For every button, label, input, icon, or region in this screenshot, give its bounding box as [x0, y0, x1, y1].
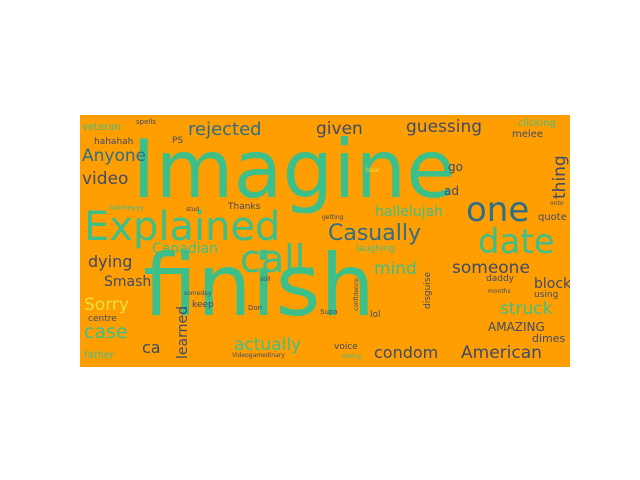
- word: ca: [142, 338, 161, 357]
- word: actually: [234, 335, 302, 355]
- word: hahheyyy: [110, 204, 145, 212]
- word: call.: [240, 237, 318, 281]
- word: veteran: [82, 122, 121, 133]
- word: onto: [550, 200, 564, 207]
- word: date: [478, 222, 555, 262]
- word: melee: [512, 129, 543, 140]
- word: lol: [370, 310, 381, 320]
- word: Explained: [84, 204, 281, 250]
- word-cloud: Imagine finish Explained call. one date …: [80, 115, 570, 367]
- word: Imagine: [132, 123, 456, 216]
- word: voice: [334, 342, 358, 352]
- word: rejected: [188, 119, 262, 140]
- word: Smash: [104, 274, 152, 290]
- word: Don: [248, 304, 263, 312]
- word: dating: [342, 353, 362, 360]
- word: mind: [374, 259, 417, 279]
- word: go: [448, 160, 463, 174]
- word: given: [316, 119, 363, 139]
- word: Anyone: [82, 146, 147, 166]
- word: months: [488, 288, 511, 295]
- word: PS: [172, 136, 184, 146]
- word: someday: [184, 290, 212, 297]
- word: Videogamedinary: [232, 352, 285, 359]
- word: ad: [444, 184, 459, 198]
- word: keep: [192, 300, 214, 310]
- word: video: [82, 169, 129, 189]
- word: hahahah: [94, 137, 134, 147]
- word: struck: [500, 299, 553, 319]
- word: clicking: [518, 118, 556, 129]
- word: stud: [186, 206, 200, 213]
- word: father: [84, 350, 115, 361]
- word: Thanks: [228, 202, 261, 212]
- word: laughing: [356, 244, 396, 254]
- word: learned: [175, 306, 191, 359]
- word: getting: [322, 214, 344, 221]
- word: dimes: [532, 332, 566, 345]
- word: spells: [136, 118, 156, 126]
- word: thing: [550, 155, 570, 199]
- word: hallelujah: [375, 204, 443, 220]
- word: using: [534, 290, 559, 300]
- word: Canadian: [152, 241, 219, 257]
- word: condom: [374, 343, 439, 362]
- word: case: [84, 321, 128, 343]
- word: Casually: [328, 221, 421, 246]
- word: Supa: [320, 308, 338, 316]
- word: Sorry: [84, 295, 129, 315]
- word: American: [461, 343, 542, 363]
- word: finish: [143, 236, 375, 336]
- word: quote: [538, 212, 567, 223]
- word: AMAZING: [488, 320, 545, 334]
- word: one: [466, 190, 530, 230]
- word: block: [534, 276, 570, 292]
- word: centre: [88, 314, 117, 324]
- word: hear: [366, 167, 380, 174]
- word: someone: [452, 258, 530, 278]
- word: dying: [88, 252, 133, 271]
- word: still: [260, 276, 271, 283]
- word: daddy: [486, 274, 514, 284]
- word: disguise: [423, 271, 433, 309]
- word: confidence: [353, 278, 360, 311]
- word: guessing: [406, 117, 483, 137]
